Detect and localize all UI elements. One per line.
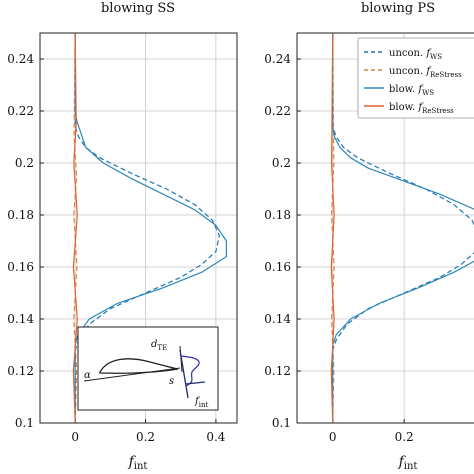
inset-dte-var: d	[151, 339, 157, 350]
inset-fint-axis	[185, 381, 206, 385]
right-series-blow-f-ws	[332, 33, 474, 423]
legend-sub: ReStress	[430, 71, 462, 79]
left-ytick-label: 0.22	[7, 104, 34, 118]
legend-var: f	[417, 102, 424, 113]
legend-var: f	[425, 48, 432, 59]
left-ytick-label: 0.18	[7, 208, 34, 222]
legend-var: f	[425, 66, 432, 77]
left-ytick-label: 0.12	[7, 364, 34, 378]
right-xtick-label: 0.2	[395, 430, 414, 444]
left-ytick-label: 0.14	[7, 312, 34, 326]
left-ticks: 0.1 0.12 0.14 0.16 0.18 0.2 0.22 0.24 0 0.2 0.4	[7, 52, 226, 444]
right-panel-title: blowing PS	[361, 1, 435, 16]
right-axes-frame	[296, 32, 474, 424]
left-xlabel: fint	[128, 454, 148, 472]
legend-label: blow. fWS	[389, 84, 434, 97]
right-xlabel-var: f	[398, 454, 407, 470]
left-xtick-label: 0.2	[136, 430, 155, 444]
inset-airfoil	[99, 358, 179, 374]
legend-var: f	[417, 84, 424, 95]
inset-s-axis	[179, 349, 189, 399]
legend-frame	[357, 37, 474, 119]
left-series-uncon-f-ws	[74, 33, 220, 423]
inset-dte-sub: TE	[157, 344, 167, 352]
right-ticks: 0.1 0.12 0.14 0.16 0.18 0.2 0.22 0.24 0 0.2	[264, 52, 413, 444]
right-series-blow-f-restress	[330, 33, 335, 423]
right-ytick-label: 0.1	[272, 416, 291, 430]
left-ytick-label: 0.1	[15, 416, 34, 430]
inset-profile	[180, 355, 200, 387]
inset-label-s: s	[169, 376, 174, 387]
inset-chord-line	[83, 367, 181, 382]
right-ytick-label: 0.12	[264, 364, 291, 378]
inset-schematic: dTE α s fint	[77, 326, 219, 411]
inset-label-alpha: α	[84, 370, 91, 381]
left-xlabel-var: f	[128, 454, 137, 470]
right-ytick-label: 0.24	[264, 52, 291, 66]
right-ytick-label: 0.18	[264, 208, 291, 222]
legend-prefix: blow.	[389, 102, 418, 113]
right-xtick-label: 0	[329, 430, 337, 444]
left-xtick-label: 0	[71, 430, 79, 444]
right-xlabel-sub: int	[404, 461, 418, 472]
inset-label-dte: dTE	[151, 339, 167, 352]
left-ytick-label: 0.24	[7, 52, 34, 66]
legend-prefix: uncon.	[389, 66, 426, 77]
left-panel-title: blowing SS	[101, 1, 175, 16]
legend-label: blow. fReStress	[389, 102, 454, 115]
legend-label: uncon. fReStress	[389, 66, 462, 79]
inset-label-fint: fint	[194, 396, 208, 409]
left-ytick-label: 0.16	[7, 260, 34, 274]
inset-fint-var: f	[194, 396, 201, 407]
inset-fint-sub: int	[199, 401, 209, 409]
left-xtick-label: 0.4	[206, 430, 225, 444]
right-series	[330, 33, 474, 423]
right-ytick-label: 0.16	[264, 260, 291, 274]
left-series-blow-f-restress	[72, 33, 78, 423]
left-series	[72, 33, 227, 423]
legend-prefix: blow.	[389, 84, 418, 95]
right-ytick-label: 0.2	[272, 156, 291, 170]
right-ytick-label: 0.14	[264, 312, 291, 326]
legend-sub: ReStress	[422, 107, 454, 115]
right-series-uncon-f-ws	[332, 33, 474, 423]
legend-label: uncon. fWS	[389, 48, 442, 61]
right-xlabel: fint	[398, 454, 418, 472]
left-xlabel-sub: int	[134, 461, 148, 472]
left-ytick-label: 0.2	[15, 156, 34, 170]
right-ytick-label: 0.22	[264, 104, 291, 118]
left-axes-frame	[39, 32, 238, 424]
legend-sub: WS	[430, 53, 442, 61]
legend-sub: WS	[422, 89, 434, 97]
legend-prefix: uncon.	[389, 48, 426, 59]
left-series-uncon-f-restress	[73, 33, 78, 423]
right-series-uncon-f-restress	[331, 33, 335, 423]
left-series-blow-f-ws	[74, 33, 227, 423]
